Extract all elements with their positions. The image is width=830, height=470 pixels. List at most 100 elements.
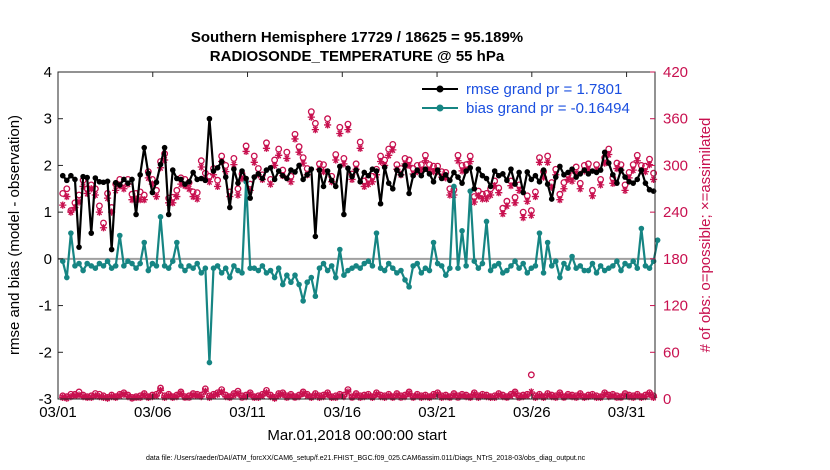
bias-point bbox=[646, 265, 653, 272]
assimilated-obs-marker bbox=[128, 394, 136, 402]
bias-point bbox=[512, 258, 518, 264]
rmse-point bbox=[430, 178, 437, 185]
rmse-point bbox=[76, 244, 82, 250]
assimilated-obs-marker bbox=[303, 392, 311, 400]
rmse-point bbox=[455, 174, 461, 180]
y2-tick-label: 300 bbox=[663, 157, 688, 174]
bias-point bbox=[365, 258, 372, 264]
bias-point bbox=[495, 260, 502, 267]
assimilated-obs-marker bbox=[332, 156, 340, 164]
rmse-point bbox=[528, 176, 535, 183]
bias-point bbox=[337, 246, 343, 253]
assimilated-obs-marker bbox=[323, 390, 332, 398]
assimilated-obs-marker bbox=[185, 185, 193, 193]
bias-point bbox=[544, 239, 551, 246]
assimilated-obs-marker bbox=[71, 203, 79, 212]
bias-point bbox=[508, 263, 514, 269]
bias-point bbox=[169, 258, 176, 264]
assimilated-obs-marker bbox=[421, 393, 429, 401]
assimilated-obs-marker bbox=[356, 144, 364, 152]
rmse-point bbox=[463, 168, 469, 174]
rmse-point bbox=[536, 178, 543, 185]
assimilated-obs-marker bbox=[425, 393, 434, 402]
bias-point bbox=[524, 270, 531, 276]
assimilated-obs-marker bbox=[486, 191, 495, 199]
bias-point bbox=[418, 270, 425, 276]
assimilated-obs-marker bbox=[519, 393, 527, 401]
bias-point bbox=[112, 263, 119, 269]
y-tick-label: 4 bbox=[44, 64, 52, 81]
rmse-point bbox=[133, 211, 139, 218]
bias-point bbox=[247, 265, 253, 272]
bias-point bbox=[222, 265, 229, 272]
x-tick-label: 03/26 bbox=[513, 404, 551, 421]
assimilated-obs-marker bbox=[108, 393, 116, 401]
legend-rmse-label: rmse grand pr = 1.7801 bbox=[466, 81, 622, 98]
assimilated-obs-marker bbox=[641, 393, 650, 401]
assimilated-obs-marker bbox=[360, 182, 368, 191]
x-axis-label: Mar.01,2018 00:00:00 start bbox=[267, 427, 447, 444]
bias-point bbox=[463, 263, 469, 269]
assimilated-obs-marker bbox=[486, 393, 495, 402]
assimilated-obs-marker bbox=[470, 390, 478, 398]
bias-point bbox=[475, 265, 482, 272]
assimilated-obs-marker bbox=[592, 393, 601, 402]
assimilated-obs-marker bbox=[189, 192, 197, 201]
assimilated-obs-marker bbox=[83, 393, 91, 402]
assimilated-obs-marker bbox=[156, 386, 165, 395]
rmse-point bbox=[605, 160, 612, 166]
bias-point bbox=[471, 258, 478, 264]
rmse-point bbox=[112, 179, 119, 186]
assimilated-obs-marker bbox=[617, 393, 625, 402]
chart-title: Southern Hemisphere 17729 / 18625 = 95.1… bbox=[191, 29, 523, 46]
bias-point bbox=[312, 293, 319, 300]
plot-area bbox=[58, 72, 655, 399]
assimilated-obs-marker bbox=[621, 391, 629, 399]
assimilated-obs-marker bbox=[352, 391, 360, 399]
assimilated-obs-marker bbox=[548, 393, 556, 401]
rmse-point bbox=[418, 172, 425, 179]
rmse-point bbox=[573, 174, 579, 180]
assimilated-obs-marker bbox=[601, 159, 609, 167]
assimilated-obs-marker bbox=[499, 393, 507, 401]
rmse-point bbox=[178, 176, 184, 183]
assimilated-obs-marker bbox=[527, 211, 535, 219]
assimilated-obs-marker bbox=[544, 158, 552, 166]
assimilated-obs-marker bbox=[140, 196, 148, 204]
rmse-point bbox=[263, 167, 270, 173]
assimilated-obs-marker bbox=[482, 195, 491, 203]
assimilated-obs-marker bbox=[128, 196, 136, 204]
assimilated-obs-marker bbox=[75, 198, 83, 206]
assimilated-obs-marker bbox=[193, 195, 201, 203]
rmse-series-line bbox=[61, 117, 654, 251]
assimilated-obs-marker bbox=[503, 202, 511, 210]
assimilated-obs-marker bbox=[189, 391, 197, 399]
assimilated-obs-marker bbox=[401, 393, 409, 401]
bias-point bbox=[202, 265, 209, 272]
assimilated-obs-marker bbox=[641, 168, 650, 176]
rmse-point bbox=[341, 211, 347, 218]
assimilated-obs-marker bbox=[523, 197, 531, 205]
assimilated-obs-marker bbox=[209, 392, 218, 400]
rmse-point bbox=[512, 181, 518, 187]
assimilated-obs-marker bbox=[315, 393, 324, 402]
bias-point bbox=[626, 263, 632, 269]
bias-point bbox=[271, 274, 278, 281]
rmse-point bbox=[508, 166, 514, 172]
assimilated-obs-marker bbox=[495, 189, 503, 197]
bias-point bbox=[275, 265, 282, 272]
assimilated-obs-marker bbox=[511, 199, 519, 207]
rmse-point bbox=[137, 171, 143, 178]
rmse-point bbox=[610, 171, 616, 178]
assimilated-obs-marker bbox=[177, 389, 185, 398]
assimilated-obs-marker bbox=[629, 393, 637, 402]
rmse-point bbox=[345, 165, 351, 172]
rmse-point bbox=[442, 171, 449, 178]
y2-tick-label: 240 bbox=[663, 204, 688, 221]
bias-point bbox=[153, 263, 160, 269]
bias-point bbox=[320, 260, 327, 267]
bias-point bbox=[552, 258, 559, 264]
bias-point bbox=[64, 274, 70, 281]
rmse-point bbox=[532, 172, 539, 179]
y-tick-label: 1 bbox=[44, 204, 52, 221]
